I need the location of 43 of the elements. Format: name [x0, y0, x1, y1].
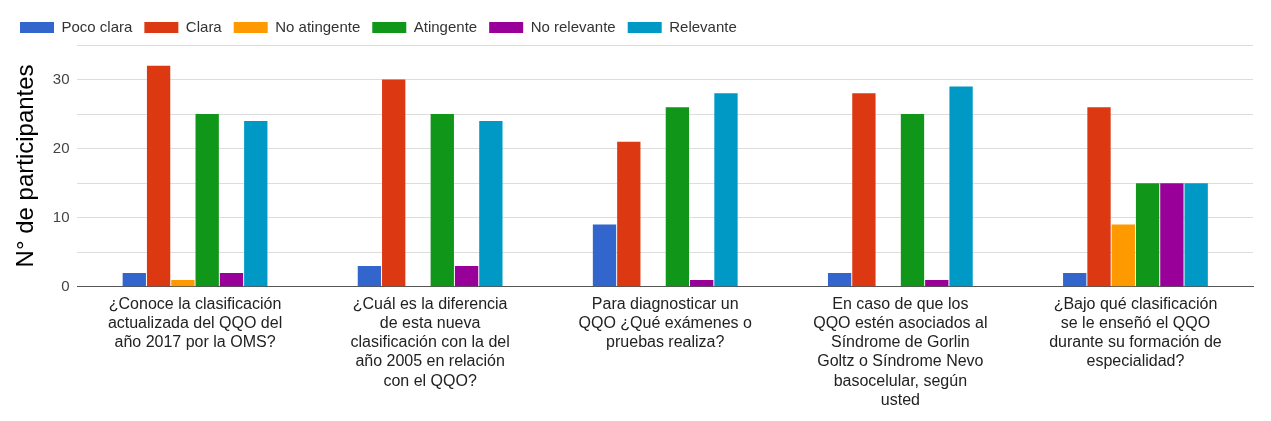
- x-tick-label: ¿Cuál es la diferencia de esta nueva clasificación con la del año 2005 en relación con el QQO?: [350, 294, 510, 389]
- legend-label: Clara: [185, 17, 223, 35]
- bar: [1063, 272, 1087, 287]
- legend-label: Atingente: [413, 17, 478, 35]
- bar: [479, 120, 503, 287]
- bar: [195, 114, 219, 287]
- bar: [714, 93, 738, 287]
- bar: [171, 279, 195, 287]
- legend-label: No relevante: [530, 17, 616, 35]
- bar: [1087, 107, 1111, 287]
- bar: [852, 93, 876, 287]
- bar: [690, 279, 714, 287]
- bar: [827, 272, 852, 287]
- bar: [219, 272, 244, 287]
- legend-label: Poco clara: [61, 17, 134, 35]
- bar: [900, 114, 925, 287]
- y-tick-label: 30: [52, 69, 70, 87]
- bar: [1184, 183, 1208, 287]
- bar: [454, 266, 479, 287]
- bar: [592, 224, 617, 287]
- x-tick-label: ¿Bajo qué clasificación se le enseñó el QQO durante su formación de especialidad?: [1049, 294, 1222, 370]
- bar: [1111, 224, 1135, 287]
- bar: [430, 114, 454, 287]
- bar: [244, 120, 268, 287]
- y-tick-label: 20: [52, 138, 70, 156]
- bar: [925, 279, 949, 287]
- x-tick-label: ¿Conoce la clasificación actualizada del QQO del año 2017 por la OMS?: [107, 294, 283, 351]
- y-tick-label: 10: [52, 207, 70, 225]
- y-tick-label: 0: [61, 276, 70, 294]
- bar: [357, 266, 382, 287]
- bar: [1160, 183, 1184, 287]
- legend-label: Relevante: [669, 17, 737, 35]
- x-tick-label: En caso de que los QQO estén asociados al Síndrome de Gorlin Goltz o Síndrome Nevo basocelular, según usted: [813, 294, 988, 408]
- bar: [1135, 183, 1160, 287]
- x-tick-label: Para diagnosticar un QQO ¿Qué exámenes o pruebas realiza?: [578, 294, 753, 351]
- bar: [382, 79, 406, 287]
- bar: [146, 65, 171, 287]
- bar: [617, 141, 641, 287]
- bar: [122, 272, 146, 287]
- legend-label: No atingente: [275, 17, 361, 35]
- bar: [949, 86, 973, 287]
- y-axis-title: N° de participantes: [11, 64, 39, 268]
- bar: [665, 107, 690, 287]
